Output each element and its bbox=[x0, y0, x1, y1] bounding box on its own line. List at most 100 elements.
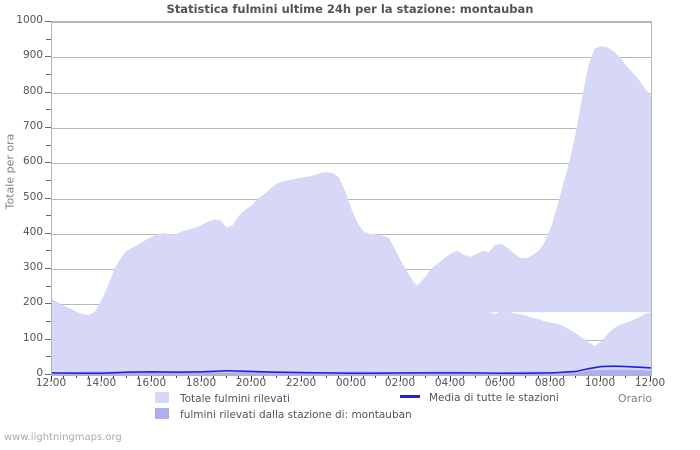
x-tick-minor bbox=[475, 375, 476, 378]
x-tick-minor bbox=[538, 375, 539, 378]
x-tick-minor bbox=[513, 375, 514, 378]
x-tick-major bbox=[101, 375, 102, 381]
x-tick-minor bbox=[638, 375, 639, 378]
y-tick-label: 200 bbox=[22, 296, 43, 308]
y-tick-label: 1000 bbox=[16, 14, 43, 26]
x-tick-label: 06:00 bbox=[484, 377, 516, 389]
x-tick-major bbox=[201, 375, 202, 381]
x-tick-major bbox=[550, 375, 551, 381]
legend-swatch bbox=[155, 408, 169, 419]
y-tick-minor bbox=[46, 286, 51, 287]
x-tick-minor bbox=[226, 375, 227, 378]
x-tick-label: 04:00 bbox=[434, 377, 466, 389]
x-tick-major bbox=[301, 375, 302, 381]
x-tick-minor bbox=[563, 375, 564, 378]
y-tick-minor bbox=[46, 74, 51, 75]
plot-area bbox=[51, 21, 652, 376]
x-tick-minor bbox=[88, 375, 89, 378]
x-tick-label: 18:00 bbox=[185, 377, 217, 389]
x-tick-major bbox=[500, 375, 501, 381]
x-tick-minor bbox=[163, 375, 164, 378]
y-tick-label: 300 bbox=[22, 261, 43, 273]
y-tick-minor bbox=[46, 39, 51, 40]
x-tick-minor bbox=[338, 375, 339, 378]
y-tick-major bbox=[45, 339, 51, 340]
x-tick-minor bbox=[375, 375, 376, 378]
series-area-total bbox=[52, 46, 651, 375]
x-tick-minor bbox=[76, 375, 77, 378]
y-tick-minor bbox=[46, 250, 51, 251]
x-tick-major bbox=[251, 375, 252, 381]
x-tick-minor bbox=[276, 375, 277, 378]
y-tick-major bbox=[45, 233, 51, 234]
x-tick-minor bbox=[326, 375, 327, 378]
x-tick-major bbox=[351, 375, 352, 381]
y-tick-major bbox=[45, 198, 51, 199]
x-tick-minor bbox=[288, 375, 289, 378]
chart-legend: Totale fulmini rilevati fulmini rilevati … bbox=[0, 392, 700, 428]
x-tick-label: 12:00 bbox=[35, 377, 67, 389]
y-tick-major bbox=[45, 56, 51, 57]
x-tick-major bbox=[151, 375, 152, 381]
x-tick-minor bbox=[188, 375, 189, 378]
x-tick-minor bbox=[363, 375, 364, 378]
x-tick-major bbox=[600, 375, 601, 381]
x-tick-minor bbox=[213, 375, 214, 378]
x-tick-minor bbox=[488, 375, 489, 378]
y-tick-label: 500 bbox=[22, 191, 43, 203]
x-tick-label: 14:00 bbox=[85, 377, 117, 389]
x-tick-minor bbox=[613, 375, 614, 378]
x-tick-minor bbox=[388, 375, 389, 378]
x-tick-minor bbox=[413, 375, 414, 378]
y-tick-label: 100 bbox=[22, 332, 43, 344]
gridline bbox=[52, 128, 651, 129]
y-tick-major bbox=[45, 21, 51, 22]
y-tick-major bbox=[45, 162, 51, 163]
x-tick-label: 10:00 bbox=[584, 377, 616, 389]
x-tick-label: 20:00 bbox=[235, 377, 267, 389]
x-tick-label: 22:00 bbox=[285, 377, 317, 389]
series-line-average bbox=[52, 365, 651, 375]
legend-item[interactable]: Totale fulmini rilevati bbox=[155, 392, 290, 405]
x-tick-minor bbox=[313, 375, 314, 378]
legend-item[interactable]: fulmini rilevati dalla stazione di: mont… bbox=[155, 408, 412, 421]
y-tick-label: 900 bbox=[22, 49, 43, 61]
y-tick-label: 600 bbox=[22, 155, 43, 167]
x-tick-minor bbox=[438, 375, 439, 378]
legend-item[interactable]: Media di tutte le stazioni bbox=[400, 392, 559, 404]
y-tick-major bbox=[45, 374, 51, 375]
x-tick-label: 02:00 bbox=[384, 377, 416, 389]
legend-label: Media di tutte le stazioni bbox=[429, 392, 559, 404]
x-tick-minor bbox=[525, 375, 526, 378]
x-tick-minor bbox=[176, 375, 177, 378]
chart-title: Statistica fulmini ultime 24h per la sta… bbox=[166, 2, 534, 16]
x-tick-label: 00:00 bbox=[335, 377, 367, 389]
x-tick-minor bbox=[588, 375, 589, 378]
gridline bbox=[52, 57, 651, 58]
x-axis-label: Orario bbox=[617, 392, 653, 405]
y-tick-label: 800 bbox=[22, 85, 43, 97]
y-tick-label: 400 bbox=[22, 226, 43, 238]
y-tick-minor bbox=[46, 180, 51, 181]
x-tick-minor bbox=[113, 375, 114, 378]
x-tick-minor bbox=[126, 375, 127, 378]
y-tick-major bbox=[45, 127, 51, 128]
y-tick-minor bbox=[46, 321, 51, 322]
y-tick-minor bbox=[46, 145, 51, 146]
chart-series-svg bbox=[52, 46, 651, 375]
x-tick-major bbox=[650, 375, 651, 381]
y-tick-minor bbox=[46, 215, 51, 216]
x-tick-minor bbox=[463, 375, 464, 378]
x-tick-label: 08:00 bbox=[534, 377, 566, 389]
x-tick-minor bbox=[425, 375, 426, 378]
x-tick-major bbox=[400, 375, 401, 381]
y-tick-label: 0 bbox=[36, 367, 43, 379]
y-tick-minor bbox=[46, 109, 51, 110]
x-tick-minor bbox=[575, 375, 576, 378]
gridline bbox=[52, 93, 651, 94]
x-tick-minor bbox=[63, 375, 64, 378]
x-tick-minor bbox=[138, 375, 139, 378]
x-tick-minor bbox=[263, 375, 264, 378]
y-tick-minor bbox=[46, 356, 51, 357]
